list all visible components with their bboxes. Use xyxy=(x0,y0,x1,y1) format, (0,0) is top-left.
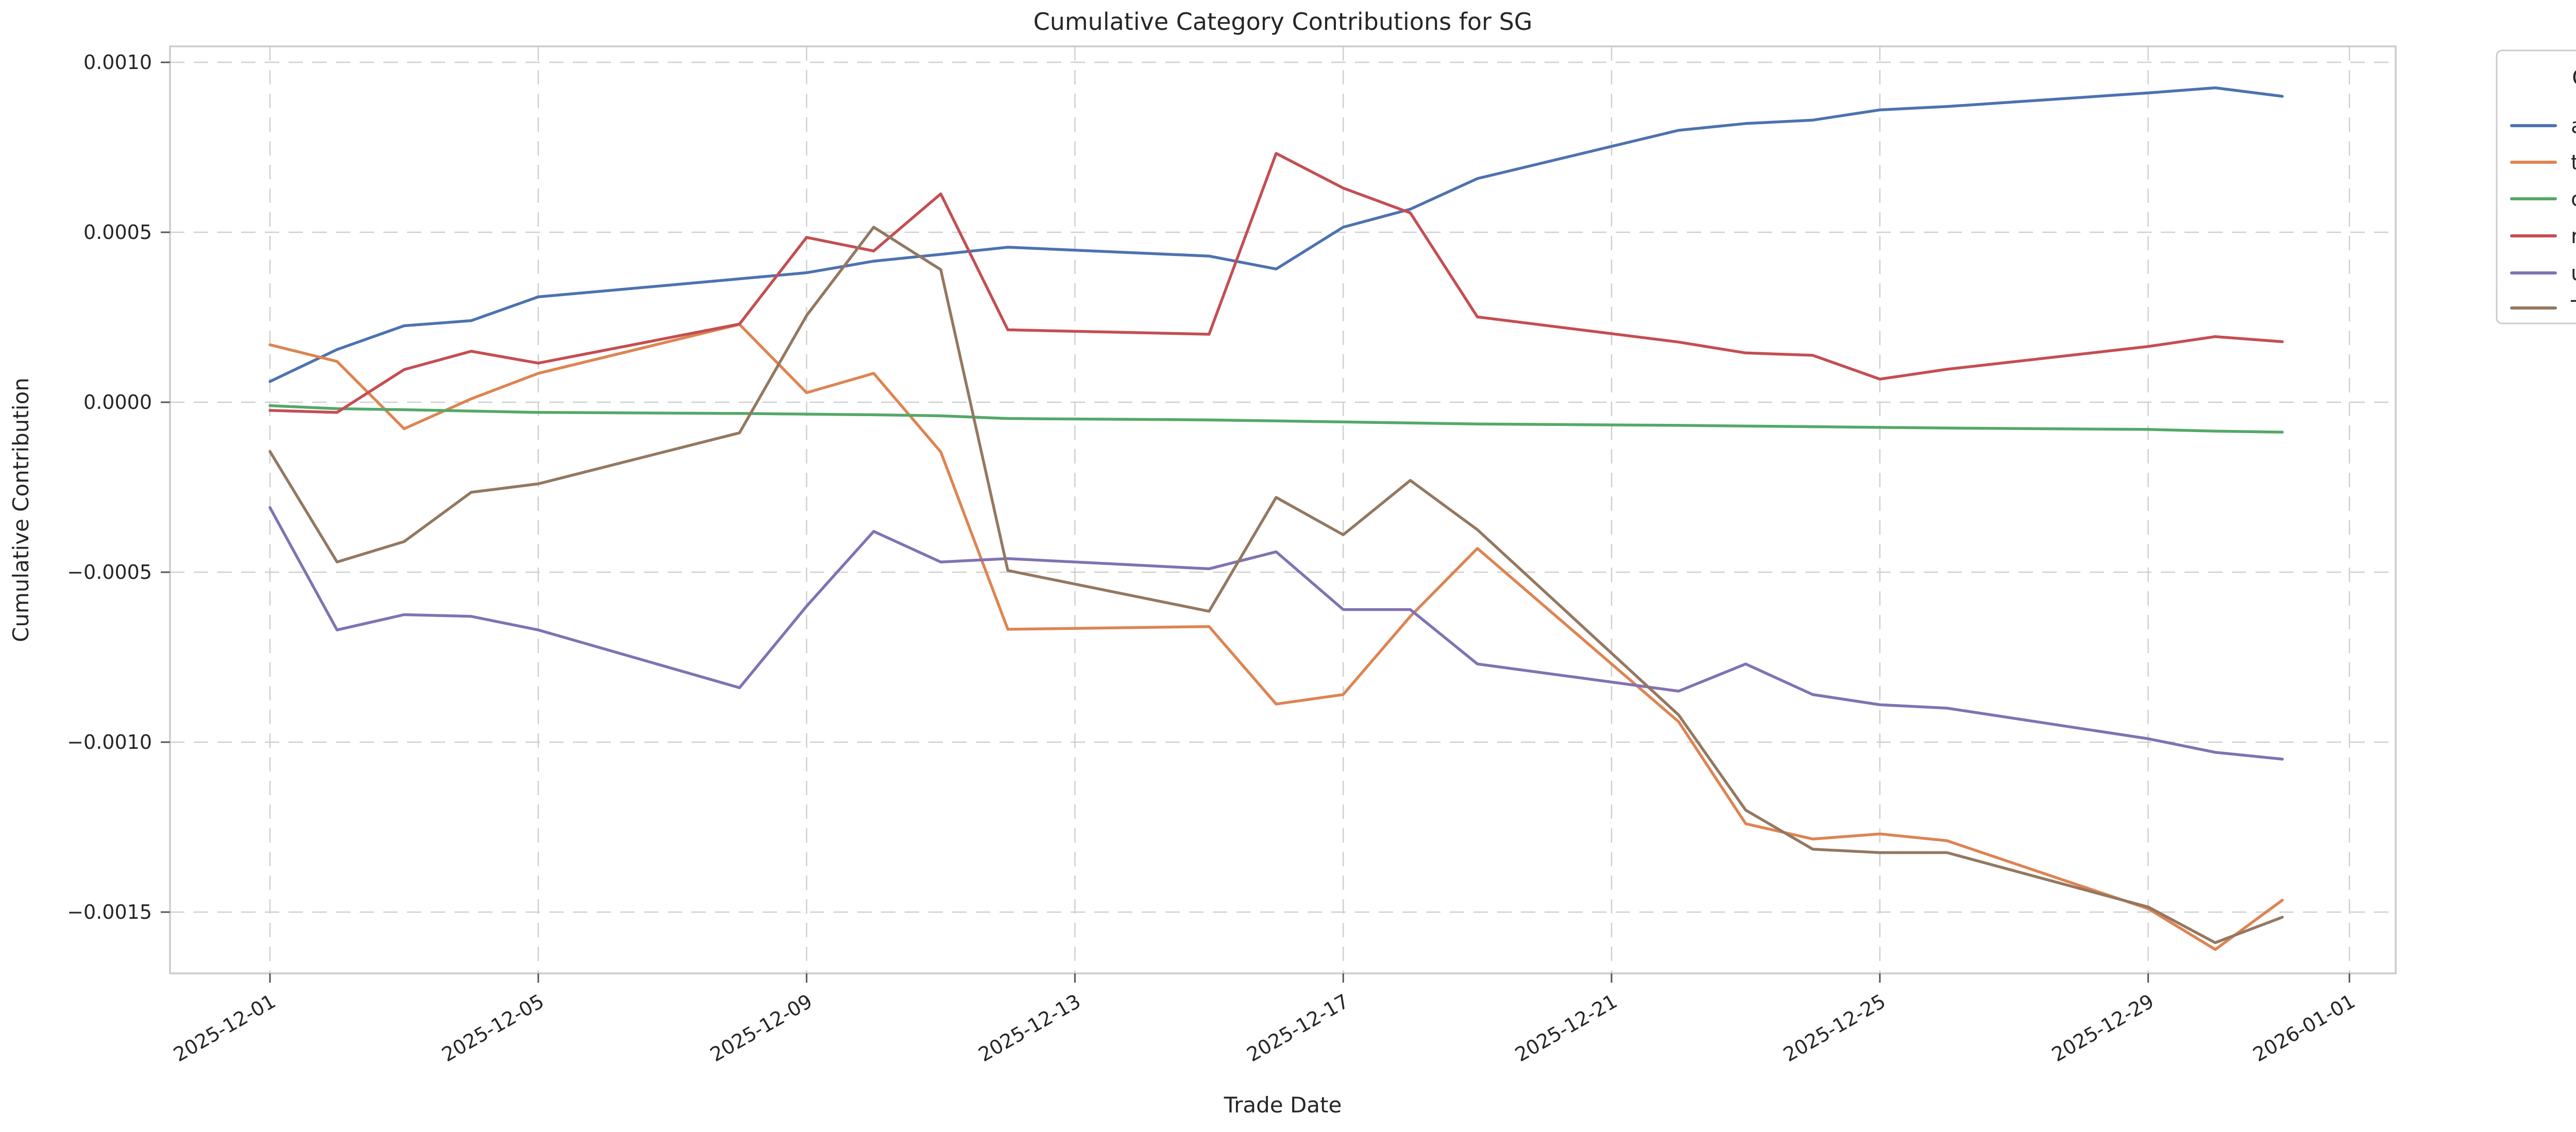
axes-box xyxy=(169,45,2397,974)
series-line-unexplained xyxy=(268,506,2284,761)
legend-label-Total: Total xyxy=(2570,297,2576,320)
series-line-cost xyxy=(268,404,2284,434)
series-line-alpha_total xyxy=(268,86,2284,383)
x-axis-label: Trade Date xyxy=(1224,1092,1342,1118)
y-tick-label: −0.0005 xyxy=(67,561,152,584)
tick-label-layer: 2025-12-01 2025-12-05 2025-12-09 2025-12-13… xyxy=(67,51,2359,1066)
legend-title: Category xyxy=(2572,65,2576,90)
x-tick-label: 2025-12-01 xyxy=(170,990,279,1067)
y-axis-label: Cumulative Contribution xyxy=(8,378,33,642)
legend: Category alpha_total tilt_totalcost risk_e… xyxy=(2496,49,2576,324)
y-tick-label: 0.0000 xyxy=(83,391,152,414)
legend-label-risk_exposure: risk_exposure xyxy=(2571,225,2576,248)
grid-layer xyxy=(170,46,2396,973)
x-tick-label: 2026-01-01 xyxy=(2249,990,2359,1067)
y-tick-label: −0.0010 xyxy=(67,731,152,753)
legend-label-cost: cost xyxy=(2571,187,2576,211)
legend-label-alpha_total: alpha_total xyxy=(2571,114,2576,138)
series-line-Total xyxy=(268,226,2284,945)
legend-box xyxy=(2496,49,2576,324)
y-tick-label: 0.0005 xyxy=(83,221,152,244)
x-tick-label: 2025-12-25 xyxy=(1780,990,1889,1067)
legend-label-tilt_total: tilt_total xyxy=(2571,151,2576,175)
x-tick-label: 2025-12-21 xyxy=(1511,990,1621,1067)
x-tick-label: 2025-12-05 xyxy=(438,990,548,1067)
series-line-risk_exposure xyxy=(268,152,2284,414)
legend-label-unexplained: unexplained xyxy=(2571,262,2576,285)
x-tick-label: 2025-12-09 xyxy=(706,990,816,1067)
x-tick-label: 2025-12-17 xyxy=(1243,990,1352,1067)
legend-entries: alpha_total tilt_totalcost risk_exposureun… xyxy=(2510,114,2576,320)
chart-title: Cumulative Category Contributions for SG xyxy=(1033,8,1533,36)
y-tick-label: −0.0015 xyxy=(67,901,152,923)
x-tick-label: 2025-12-13 xyxy=(975,990,1084,1067)
y-tick-label: 0.0010 xyxy=(83,51,152,74)
series-layer xyxy=(268,86,2284,951)
series-line-tilt_total xyxy=(268,323,2284,951)
tick-layer xyxy=(161,61,2350,983)
x-tick-label: 2025-12-29 xyxy=(2048,990,2158,1067)
